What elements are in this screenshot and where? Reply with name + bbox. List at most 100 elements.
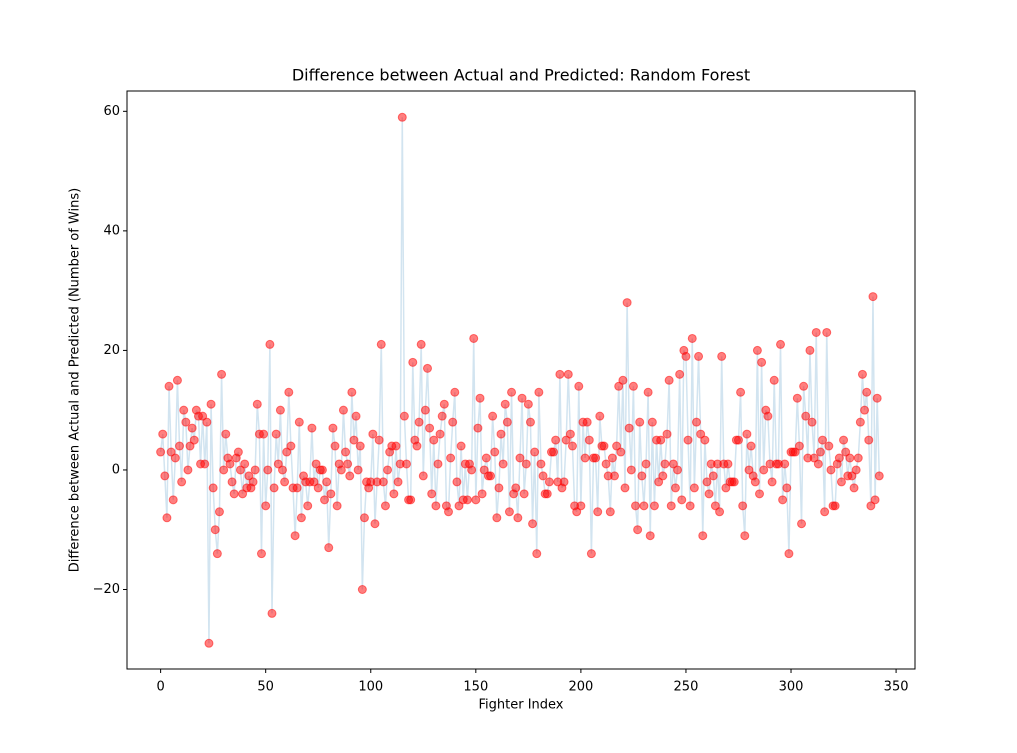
data-point [750, 477, 760, 487]
data-point [685, 501, 695, 511]
y-tick-label: 0 [112, 462, 120, 477]
data-point [380, 501, 390, 511]
data-point [330, 441, 340, 451]
data-point [809, 453, 819, 463]
data-point [336, 465, 346, 475]
data-point [164, 381, 174, 391]
data-point [214, 507, 224, 517]
y-axis-label: Difference between Actual and Predicted … [68, 188, 83, 572]
data-point [290, 531, 300, 541]
data-point [248, 477, 258, 487]
data-point [320, 495, 330, 505]
data-point [729, 477, 739, 487]
data-point [662, 429, 672, 439]
data-point [502, 417, 512, 427]
data-point [755, 489, 765, 499]
data-point [467, 465, 477, 475]
data-point [448, 417, 458, 427]
data-point [647, 417, 657, 427]
data-point [715, 507, 725, 517]
data-point [519, 489, 529, 499]
data-point [818, 435, 828, 445]
data-point [694, 351, 704, 361]
data-point [815, 447, 825, 457]
data-point [797, 519, 807, 529]
data-point [580, 453, 590, 463]
data-point [156, 447, 166, 457]
data-point [486, 471, 496, 481]
data-point [656, 435, 666, 445]
data-point [736, 387, 746, 397]
data-point [357, 585, 367, 595]
data-point [635, 417, 645, 427]
data-point [490, 447, 500, 457]
data-point [567, 441, 577, 451]
data-point [668, 459, 678, 469]
data-point [219, 465, 229, 475]
data-point [534, 387, 544, 397]
data-point [166, 447, 176, 457]
data-point [322, 477, 332, 487]
data-point [666, 501, 676, 511]
data-point [723, 459, 733, 469]
data-point [675, 369, 685, 379]
data-point [538, 471, 548, 481]
data-point [422, 363, 432, 373]
data-point [233, 447, 243, 457]
data-point [425, 423, 435, 433]
data-point [341, 447, 351, 457]
data-point [296, 513, 306, 523]
data-point [813, 459, 823, 469]
data-point [256, 549, 266, 559]
data-point [454, 501, 464, 511]
data-point [839, 435, 849, 445]
data-point [618, 375, 628, 385]
data-point [601, 459, 611, 469]
data-point [780, 459, 790, 469]
data-point [702, 477, 712, 487]
data-point [670, 483, 680, 493]
data-point [687, 333, 697, 343]
data-point [277, 465, 287, 475]
data-point [708, 471, 718, 481]
data-point [525, 417, 535, 427]
data-point [210, 525, 220, 535]
data-point [326, 489, 336, 499]
data-point [610, 471, 620, 481]
data-point [591, 453, 601, 463]
data-point [401, 459, 411, 469]
data-point [776, 339, 786, 349]
data-point [479, 465, 489, 475]
data-point [523, 399, 533, 409]
data-point [286, 441, 296, 451]
x-tick-label: 200 [568, 680, 593, 695]
data-point [229, 489, 239, 499]
chart-title: Difference between Actual and Predicted:… [292, 66, 750, 85]
data-point [681, 351, 691, 361]
data-point [790, 447, 800, 457]
data-point [649, 501, 659, 511]
data-point [175, 441, 185, 451]
data-point [683, 435, 693, 445]
data-point [616, 447, 626, 457]
data-point [614, 381, 624, 391]
data-point [343, 459, 353, 469]
data-point [427, 489, 437, 499]
data-point [261, 501, 271, 511]
data-point [626, 465, 636, 475]
data-point [414, 417, 424, 427]
data-point [847, 471, 857, 481]
data-point [855, 417, 865, 427]
data-point [244, 471, 254, 481]
data-point [752, 345, 762, 355]
data-point [265, 339, 275, 349]
data-point [628, 381, 638, 391]
data-point [551, 435, 561, 445]
data-point [574, 381, 584, 391]
data-point [275, 405, 285, 415]
data-point [866, 501, 876, 511]
data-point [444, 507, 454, 517]
data-point [418, 471, 428, 481]
data-point [488, 411, 498, 421]
